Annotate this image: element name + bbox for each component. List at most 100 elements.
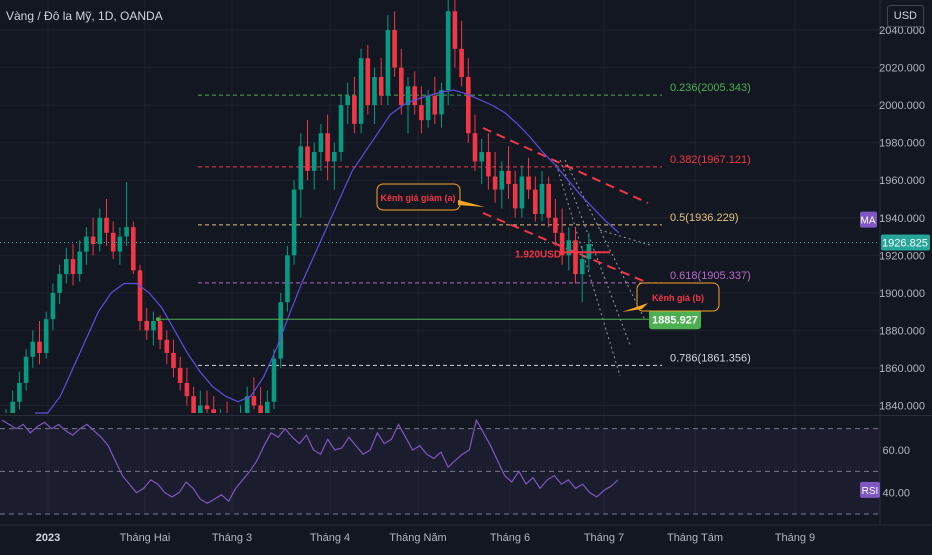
candle-body (325, 133, 330, 162)
candle-body (579, 259, 585, 275)
last-price-tag (881, 234, 930, 251)
candle-body (251, 396, 257, 406)
fib-label: 0.236(2005.343) (670, 82, 751, 94)
candle-body (412, 86, 417, 106)
callout-b-pointer (622, 303, 648, 312)
candle-body (271, 358, 277, 402)
rsi-tag (860, 481, 880, 498)
candle-body (157, 321, 163, 340)
candle-body (345, 95, 350, 106)
candle-body (10, 401, 15, 413)
candle-body (64, 259, 69, 275)
candle-body (177, 367, 183, 383)
candle-body (90, 236, 96, 245)
candle-body (117, 236, 123, 252)
axes: 1840.000 1860.000 1880.000 1900.000 1920.000… (36, 25, 925, 544)
callout-a-box (376, 183, 461, 211)
candle-body (110, 232, 116, 252)
candle-body (17, 382, 22, 402)
channel-b-top (599, 229, 651, 246)
y-tick-label: 1860.000 (879, 363, 925, 375)
candle-body (378, 76, 384, 96)
y-tick-label: 2020.000 (879, 63, 925, 75)
fib-label: 0.382(1967.121) (670, 154, 751, 166)
candle-body (184, 382, 190, 397)
fib-label: 0.786(1861.356) (670, 352, 751, 364)
candle-body (131, 227, 136, 271)
x-tick-label: Tháng Hai (120, 532, 171, 544)
candle-body (332, 152, 337, 162)
candle-body (70, 259, 76, 275)
rsi-tag-label: RSI (862, 486, 879, 497)
y-tick-label: 1880.000 (879, 325, 925, 337)
candle-body (526, 176, 531, 190)
candle-body (432, 95, 438, 115)
candle-body (399, 67, 404, 106)
x-tick-label: Tháng 7 (584, 532, 624, 544)
ma-tag-label: MA (861, 216, 876, 227)
candle-body (459, 48, 464, 77)
candle-body (499, 170, 505, 190)
candle-body (372, 76, 377, 106)
candle-body (519, 176, 525, 209)
y-tick-label: 1920.000 (879, 250, 925, 262)
candle-body (439, 90, 444, 115)
candle-body (405, 86, 411, 106)
candle-body (492, 176, 498, 190)
x-tick-label: Tháng 3 (212, 532, 252, 544)
support-tag (649, 309, 701, 330)
candle-body (298, 146, 304, 190)
candle-body (506, 170, 511, 184)
candle-body (50, 292, 56, 320)
candle-body (472, 133, 478, 162)
candle-body (358, 58, 364, 124)
candle-body (318, 133, 324, 153)
candle-body (244, 396, 250, 413)
candle-body (419, 105, 424, 121)
x-tick-label: 2023 (36, 532, 60, 544)
candle-body (137, 270, 143, 322)
candle-body (84, 236, 89, 252)
candle-body (305, 146, 310, 171)
candle-body (124, 227, 129, 237)
fib-label: 0.5(1936.229) (670, 212, 739, 224)
candle-body (285, 255, 290, 303)
candles (5, 0, 592, 413)
candle-body (486, 152, 491, 177)
x-tick-label: Tháng 9 (775, 532, 815, 544)
last-price-value: 1926.825 (882, 237, 928, 249)
ma-tag (860, 211, 877, 228)
x-tick-label: Tháng 4 (310, 532, 350, 544)
candle-body (77, 251, 82, 275)
support-price: 1885.927 (652, 314, 698, 326)
candle-body (559, 232, 565, 256)
candle-body (23, 356, 29, 383)
candle-body (144, 321, 149, 331)
candle-body (57, 274, 62, 293)
annotations: 1926.825 MA 1885.927 1.920USD Kênh giá giảm … (0, 183, 930, 330)
candle-body (43, 319, 49, 353)
fib-label: 0.618(1905.337) (670, 270, 751, 282)
callout-b-box (636, 282, 720, 312)
rsi-line (1, 418, 619, 504)
candle-body (104, 217, 109, 233)
candle-body (546, 183, 551, 218)
candle-body (311, 152, 317, 171)
ma-line (35, 89, 620, 414)
candle-body (566, 240, 572, 256)
support-anchor (156, 317, 160, 322)
currency-button[interactable]: USD (886, 5, 924, 27)
candle-body (97, 217, 103, 245)
candle-body (392, 30, 397, 68)
candle-body (291, 189, 297, 256)
candle-body (198, 405, 203, 413)
candle-body (278, 302, 283, 359)
y-tick-label: 2000.000 (879, 100, 925, 112)
trend-channels (482, 127, 651, 377)
candle-body (191, 396, 196, 413)
candle-body (479, 152, 484, 162)
candle-body (338, 105, 344, 153)
candle-body (533, 189, 538, 215)
